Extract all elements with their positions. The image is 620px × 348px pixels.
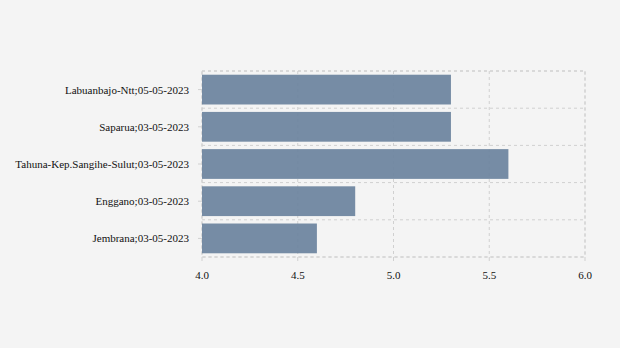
category-tick xyxy=(198,201,202,202)
category-label: Labuanbajo-Ntt;05-05-2023 xyxy=(65,84,190,96)
tick xyxy=(202,257,203,261)
bar xyxy=(202,224,317,254)
category-label: Saparua;03-05-2023 xyxy=(99,121,189,133)
bar xyxy=(202,75,451,105)
tick-label: 4.5 xyxy=(291,269,305,281)
tick xyxy=(585,257,586,261)
bar xyxy=(202,186,355,216)
tick xyxy=(489,257,490,261)
tick xyxy=(297,257,298,261)
tick-label: 5.0 xyxy=(387,269,401,281)
tick xyxy=(393,257,394,261)
chart: 4.0 4.5 5.0 5.5 6.0 Labuanbajo-Ntt;05-05-2023… xyxy=(0,0,620,348)
band-grid-line xyxy=(202,219,585,220)
category-tick xyxy=(198,238,202,239)
tick-label: 4.0 xyxy=(195,269,209,281)
tick-label: 6.0 xyxy=(578,269,592,281)
category-label: Enggano;03-05-2023 xyxy=(96,195,190,207)
category-tick xyxy=(198,89,202,90)
category-tick xyxy=(198,164,202,165)
band-grid-line xyxy=(202,182,585,183)
bars xyxy=(202,75,508,254)
category-label: Jembrana;03-05-2023 xyxy=(92,232,189,244)
bar xyxy=(202,149,508,179)
tick-label: 5.5 xyxy=(482,269,496,281)
bar xyxy=(202,112,451,142)
background xyxy=(0,0,620,348)
category-tick xyxy=(198,126,202,127)
frame xyxy=(202,71,585,257)
category-label: Tahuna-Kep.Sangihe-Sulut;03-05-2023 xyxy=(15,158,189,170)
